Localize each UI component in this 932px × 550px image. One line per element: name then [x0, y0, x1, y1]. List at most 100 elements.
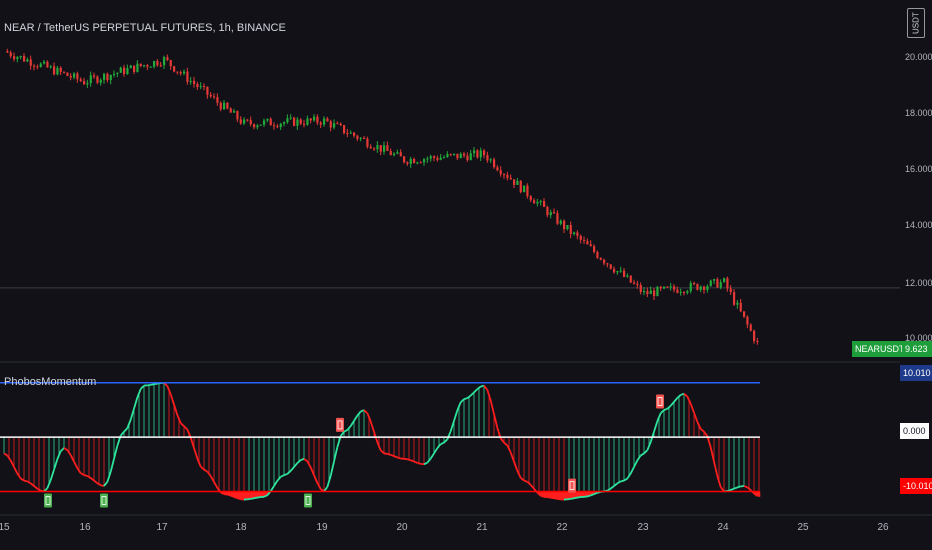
momentum-line-segment — [616, 480, 622, 485]
momentum-line-segment — [499, 437, 505, 444]
candle-body — [143, 65, 146, 67]
candle-body — [73, 73, 76, 78]
candle-body — [263, 120, 266, 125]
indicator-title[interactable]: PhobosMomentum — [4, 376, 97, 388]
time-axis-label: 20 — [396, 522, 408, 533]
price-axis-label: 12.000 — [905, 278, 932, 288]
candle-body — [139, 63, 142, 67]
candle-body — [29, 59, 32, 66]
candle-body — [653, 290, 656, 297]
candle-body — [569, 225, 572, 235]
candle-body — [193, 80, 196, 84]
candle-body — [753, 330, 756, 342]
price-axis-label: 14.000 — [905, 220, 932, 230]
candle-body — [303, 123, 306, 125]
candle-body — [309, 118, 312, 121]
candle-body — [156, 61, 159, 66]
candle-body — [679, 291, 682, 293]
momentum-line-segment — [53, 458, 59, 470]
momentum-line-segment — [73, 461, 79, 469]
momentum-line-segment — [96, 482, 102, 486]
candle-body — [533, 200, 536, 204]
candle-body — [229, 108, 232, 113]
momentum-line-segment — [753, 492, 758, 497]
momentum-line-segment — [663, 407, 668, 411]
candle-body — [376, 145, 379, 150]
candle-body — [306, 118, 309, 125]
candle-body — [626, 275, 629, 277]
candle-body — [273, 125, 276, 127]
momentum-line-segment — [673, 397, 679, 403]
momentum-line-segment — [700, 428, 705, 433]
momentum-line-segment — [746, 486, 752, 491]
candle-body — [666, 286, 669, 288]
momentum-line-segment — [696, 421, 702, 430]
candle-body — [343, 125, 346, 134]
momentum-line-segment — [680, 392, 685, 396]
momentum-line-segment — [289, 466, 295, 472]
candle-body — [726, 278, 729, 289]
candle-body — [389, 150, 392, 156]
momentum-line-segment — [76, 467, 82, 474]
candle-body — [49, 66, 52, 68]
momentum-line-segment — [390, 453, 395, 457]
momentum-line-segment — [646, 441, 652, 451]
candle-body — [606, 263, 609, 265]
candle-body — [269, 118, 272, 126]
momentum-line-segment — [610, 485, 615, 490]
candle-body — [749, 324, 752, 331]
momentum-line-segment — [489, 400, 495, 415]
momentum-line-segment — [557, 497, 561, 501]
momentum-line-segment — [363, 409, 368, 414]
momentum-line-segment — [20, 477, 25, 482]
momentum-line-segment — [360, 409, 365, 413]
candle-body — [743, 311, 746, 317]
candle-body — [76, 73, 79, 80]
momentum-line-segment — [476, 385, 482, 390]
momentum-line-segment — [573, 496, 578, 500]
momentum-line-segment — [353, 415, 359, 422]
currency-button[interactable]: USDT — [907, 8, 925, 38]
candle-body — [386, 145, 389, 151]
candle-body — [619, 270, 622, 272]
candle-body — [599, 257, 602, 260]
candle-body — [469, 153, 472, 161]
signal-marker-glyph — [305, 496, 311, 505]
candle-body — [383, 145, 386, 152]
candle-body — [249, 120, 252, 125]
momentum-line-segment — [433, 447, 439, 454]
momentum-line-segment — [683, 393, 688, 398]
candle-body — [56, 67, 59, 75]
momentum-line-segment — [570, 497, 575, 500]
momentum-line-segment — [100, 484, 105, 487]
candle-body — [176, 71, 179, 73]
candle-body — [636, 283, 639, 286]
momentum-line-segment — [633, 460, 639, 468]
momentum-line-segment — [153, 382, 158, 386]
candle-body — [446, 154, 449, 158]
momentum-line-segment — [326, 475, 332, 488]
momentum-line-segment — [349, 420, 355, 427]
momentum-line-segment — [200, 465, 205, 471]
candle-body — [373, 148, 376, 150]
price-pane — [0, 48, 900, 363]
momentum-line-segment — [227, 493, 231, 497]
signal-marker-glyph — [337, 420, 343, 430]
candle-body — [496, 167, 499, 171]
candle-body — [396, 152, 399, 154]
price-axis-label: 10.000 — [905, 333, 932, 343]
momentum-line-segment — [593, 491, 598, 495]
zero-level-value: 0.000 — [900, 423, 929, 439]
momentum-line-segment — [280, 474, 285, 478]
candle-body — [216, 97, 219, 103]
candle-body — [253, 124, 256, 128]
candle-body — [333, 123, 336, 128]
candle-body — [233, 111, 236, 113]
candle-body — [93, 75, 96, 77]
candle-body — [503, 174, 506, 176]
candle-body — [316, 116, 319, 123]
candle-body — [669, 286, 672, 288]
candle-body — [123, 67, 126, 75]
time-axis-label: 15 — [0, 522, 10, 533]
candle-body — [559, 220, 562, 224]
